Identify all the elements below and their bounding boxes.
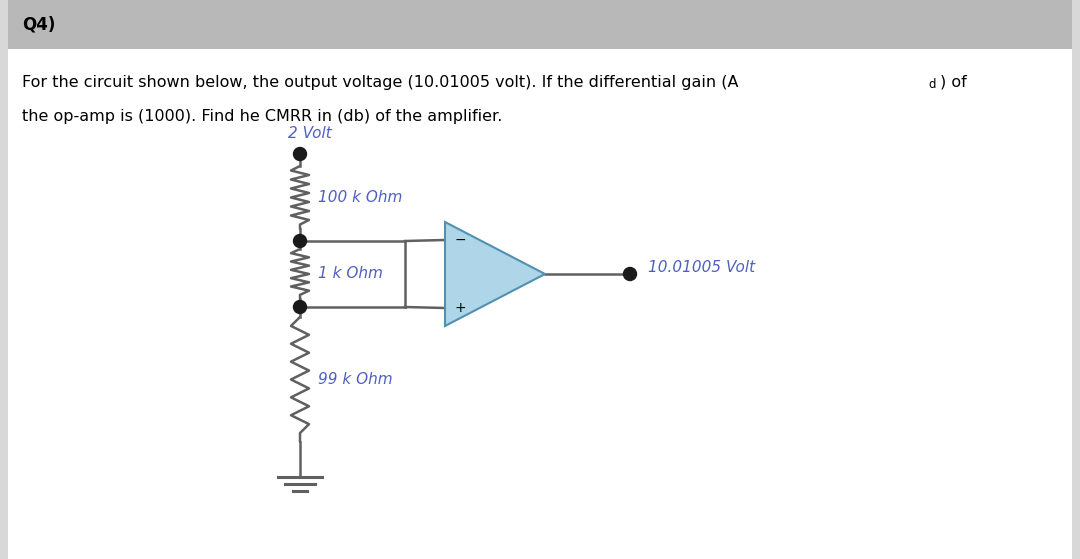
Text: 2 Volt: 2 Volt: [288, 126, 332, 141]
Polygon shape: [445, 222, 545, 326]
Text: the op-amp is (1000). Find he CMRR in (db) of the amplifier.: the op-amp is (1000). Find he CMRR in (d…: [22, 110, 502, 125]
Text: 10.01005 Volt: 10.01005 Volt: [648, 259, 755, 274]
Circle shape: [294, 301, 307, 314]
Text: 99 k Ohm: 99 k Ohm: [318, 372, 393, 387]
Circle shape: [623, 268, 636, 281]
Circle shape: [294, 234, 307, 248]
Text: Q4): Q4): [22, 16, 55, 34]
FancyBboxPatch shape: [8, 0, 1072, 49]
Text: 1 k Ohm: 1 k Ohm: [318, 267, 383, 282]
Text: 100 k Ohm: 100 k Ohm: [318, 190, 403, 205]
Circle shape: [294, 148, 307, 160]
Text: +: +: [455, 301, 467, 315]
Text: ) of: ) of: [940, 74, 967, 89]
Text: −: −: [455, 233, 467, 247]
Text: d: d: [928, 78, 935, 91]
FancyBboxPatch shape: [8, 49, 1072, 559]
Text: For the circuit shown below, the output voltage (10.01005 volt). If the differen: For the circuit shown below, the output …: [22, 74, 739, 89]
